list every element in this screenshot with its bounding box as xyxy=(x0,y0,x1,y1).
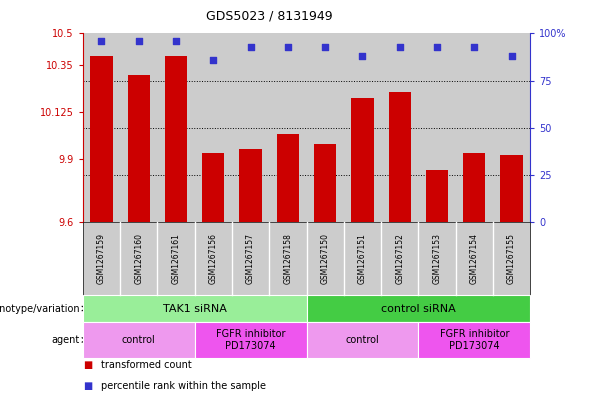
Bar xyxy=(128,75,150,222)
Bar xyxy=(426,170,448,222)
Bar xyxy=(232,33,269,222)
Point xyxy=(283,44,293,50)
Text: GSM1267154: GSM1267154 xyxy=(470,233,479,284)
Bar xyxy=(276,134,299,222)
Text: agent: agent xyxy=(51,335,80,345)
Text: GSM1267160: GSM1267160 xyxy=(134,233,143,284)
Bar xyxy=(83,33,120,222)
Bar xyxy=(195,33,232,222)
Bar xyxy=(419,33,455,222)
Point xyxy=(357,53,367,59)
Bar xyxy=(240,149,262,222)
Text: control: control xyxy=(346,335,379,345)
Point xyxy=(171,38,181,44)
Bar xyxy=(389,92,411,222)
Text: control: control xyxy=(122,335,156,345)
Bar xyxy=(351,98,374,222)
Text: GSM1267152: GSM1267152 xyxy=(395,233,404,284)
Bar xyxy=(306,33,344,222)
Text: GSM1267159: GSM1267159 xyxy=(97,233,106,284)
Point xyxy=(470,44,479,50)
Text: TAK1 siRNA: TAK1 siRNA xyxy=(162,303,227,314)
Bar xyxy=(493,33,530,222)
Bar xyxy=(455,33,493,222)
Point xyxy=(320,44,330,50)
Bar xyxy=(500,155,523,222)
Point xyxy=(432,44,442,50)
Text: GSM1267156: GSM1267156 xyxy=(209,233,218,284)
Text: ■: ■ xyxy=(83,381,92,391)
Text: genotype/variation: genotype/variation xyxy=(0,303,80,314)
Text: percentile rank within the sample: percentile rank within the sample xyxy=(101,381,266,391)
Text: GSM1267150: GSM1267150 xyxy=(321,233,330,284)
Text: GSM1267151: GSM1267151 xyxy=(358,233,367,284)
Text: GSM1267155: GSM1267155 xyxy=(507,233,516,284)
Text: GDS5023 / 8131949: GDS5023 / 8131949 xyxy=(207,10,333,23)
Point xyxy=(208,57,218,63)
Point xyxy=(507,53,517,59)
Bar xyxy=(90,57,113,222)
Text: FGFR inhibitor
PD173074: FGFR inhibitor PD173074 xyxy=(216,329,285,351)
Point xyxy=(395,44,405,50)
Text: GSM1267161: GSM1267161 xyxy=(172,233,180,284)
Text: control siRNA: control siRNA xyxy=(381,303,455,314)
Text: ■: ■ xyxy=(83,360,92,370)
Bar xyxy=(381,33,419,222)
Bar xyxy=(165,57,187,222)
Text: FGFR inhibitor
PD173074: FGFR inhibitor PD173074 xyxy=(440,329,509,351)
Text: GSM1267153: GSM1267153 xyxy=(433,233,441,284)
Text: GSM1267158: GSM1267158 xyxy=(283,233,292,284)
Text: transformed count: transformed count xyxy=(101,360,192,370)
Bar xyxy=(158,33,195,222)
Point xyxy=(134,38,143,44)
Bar xyxy=(269,33,306,222)
Bar xyxy=(202,153,224,222)
Point xyxy=(96,38,106,44)
Point xyxy=(246,44,256,50)
Text: GSM1267157: GSM1267157 xyxy=(246,233,255,284)
Bar xyxy=(344,33,381,222)
Bar xyxy=(463,153,485,222)
Bar xyxy=(120,33,158,222)
Bar xyxy=(314,145,337,222)
